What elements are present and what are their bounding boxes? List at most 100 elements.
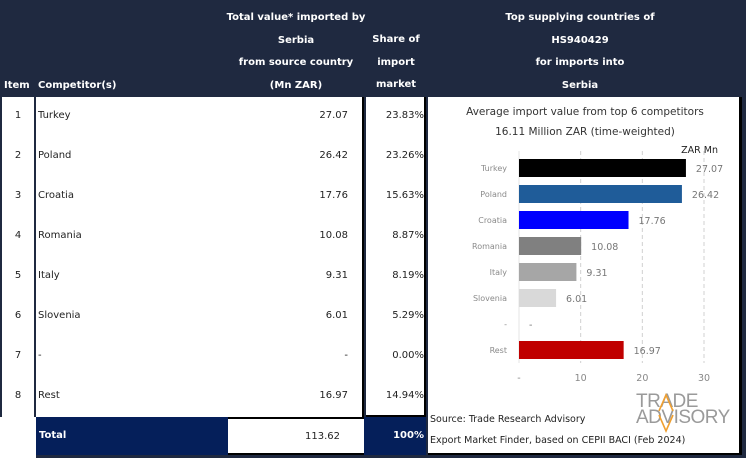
- category-label: Poland: [480, 190, 507, 199]
- data-label: 27.07: [696, 164, 723, 175]
- category-label: Slovenia: [473, 294, 507, 303]
- bar-chart: ZAR Mn Turkey 27.07 Poland 26.42 Croatia 17.76…: [472, 145, 723, 384]
- row-item: 5: [14, 270, 22, 281]
- header-value-line: from source country: [238, 57, 354, 68]
- chart-panel: Average import value from top 6 competit…: [428, 97, 742, 455]
- row-value: 10.08: [319, 230, 348, 241]
- row-share: 8.19%: [392, 270, 424, 281]
- row-item: 6: [14, 310, 22, 321]
- header-top-suppliers: Top supplying countries of HS940429 for …: [430, 7, 730, 97]
- row-value: 17.76: [319, 190, 348, 201]
- competitor-value-column: [36, 97, 364, 417]
- row-competitor: Slovenia: [38, 310, 81, 321]
- chart-title: Average import value from top 6 competit…: [466, 106, 704, 118]
- row-value: 9.31: [325, 270, 348, 281]
- row-share: 14.94%: [385, 390, 424, 401]
- category-label: Italy: [490, 268, 508, 277]
- header-top-line: HS940429: [551, 34, 609, 46]
- source-line1: Source: Trade Research Advisory: [430, 414, 586, 425]
- x-tick-label: 10: [575, 373, 587, 384]
- row-competitor: Italy: [38, 270, 60, 281]
- row-value: 27.07: [319, 110, 348, 121]
- bar-slovenia: [519, 289, 557, 307]
- header-competitor: Competitor(s): [38, 80, 117, 91]
- total-value: 113.62: [228, 417, 364, 455]
- logo-line1: TRADE: [636, 391, 698, 412]
- category-label: Croatia: [478, 216, 507, 225]
- table-row: 4 Romania 10.08 8.87%: [0, 217, 426, 257]
- source-line2: Export Market Finder, based on CEPII BAC…: [430, 435, 686, 446]
- row-competitor: Croatia: [38, 190, 74, 201]
- row-value: -: [344, 350, 348, 361]
- row-item: 3: [14, 190, 22, 201]
- row-share: 8.87%: [392, 230, 424, 241]
- total-share: 100%: [364, 417, 426, 455]
- header-share-line: import: [377, 56, 415, 68]
- total-blank-cell: [0, 417, 36, 458]
- unit-label: ZAR Mn: [681, 145, 718, 156]
- bar-croatia: [519, 211, 629, 229]
- row-value: 26.42: [319, 150, 348, 161]
- header-top-line: for imports into: [535, 57, 625, 68]
- row-value: 6.01: [325, 310, 348, 321]
- header-total-value: Total value* imported by Serbia from sou…: [226, 7, 366, 97]
- bar-rest: [519, 341, 624, 359]
- row-share: 0.00%: [392, 350, 424, 361]
- row-value: 16.97: [319, 390, 348, 401]
- table-row: 8 Rest 16.97 14.94%: [0, 377, 426, 417]
- x-tick-label: 30: [698, 373, 710, 384]
- table-row: 3 Croatia 17.76 15.63%: [0, 177, 426, 217]
- header-top-line: Serbia: [561, 79, 599, 91]
- logo-line2: ADVISORY: [636, 407, 730, 428]
- row-share: 5.29%: [392, 310, 424, 321]
- data-label: 17.76: [639, 216, 666, 227]
- row-share: 15.63%: [385, 190, 424, 201]
- data-label: -: [529, 320, 532, 331]
- row-item: 1: [14, 110, 22, 121]
- row-competitor: Turkey: [38, 110, 71, 121]
- total-label: Total: [36, 417, 228, 455]
- row-competitor: Romania: [38, 230, 82, 241]
- row-competitor: -: [38, 350, 42, 361]
- data-label: 10.08: [591, 242, 618, 253]
- category-label: -: [504, 320, 507, 329]
- table-header: Item Competitor(s) Total value* imported…: [0, 0, 746, 113]
- item-column: [0, 97, 34, 417]
- row-share: 23.26%: [385, 150, 424, 161]
- row-item: 8: [14, 390, 22, 401]
- header-item: Item: [4, 80, 30, 91]
- data-label: 26.42: [692, 190, 719, 201]
- header-value-line: (Mn ZAR): [269, 79, 323, 91]
- data-label: 9.31: [586, 268, 607, 279]
- bar-poland: [519, 185, 682, 203]
- trade-advisory-logo: TRADE ADVISORY: [636, 391, 736, 428]
- header-value-line: Serbia: [277, 34, 315, 46]
- row-share: 23.83%: [385, 110, 424, 121]
- x-tick-label: -: [517, 373, 520, 384]
- bar-italy: [519, 263, 577, 281]
- table-row: 1 Turkey 27.07 23.83%: [0, 97, 426, 137]
- table-row: 2 Poland 26.42 23.26%: [0, 137, 426, 177]
- logo-accent-icon: [658, 393, 674, 433]
- share-column: [366, 97, 426, 417]
- category-label: Romania: [472, 242, 507, 251]
- header-top-line: Top supplying countries of: [505, 12, 655, 23]
- chart-subtitle: 16.11 Million ZAR (time-weighted): [495, 126, 675, 138]
- header-value-line: Total value* imported by: [226, 12, 366, 23]
- category-label: Rest: [490, 346, 507, 355]
- table-row: 6 Slovenia 6.01 5.29%: [0, 297, 426, 337]
- row-item: 4: [14, 230, 22, 241]
- row-competitor: Rest: [38, 390, 60, 401]
- bar-romania: [519, 237, 582, 255]
- table-row: 5 Italy 9.31 8.19%: [0, 257, 426, 297]
- row-item: 7: [14, 350, 22, 361]
- category-label: Turkey: [480, 164, 507, 173]
- header-share-line: Share of: [372, 34, 420, 45]
- row-item: 2: [14, 150, 22, 161]
- row-competitor: Poland: [38, 150, 72, 161]
- data-label: 16.97: [634, 346, 661, 357]
- table-row: 7 - - 0.00%: [0, 337, 426, 377]
- bar-turkey: [519, 159, 686, 177]
- data-label: 6.01: [566, 294, 587, 305]
- x-tick-label: 20: [636, 373, 648, 384]
